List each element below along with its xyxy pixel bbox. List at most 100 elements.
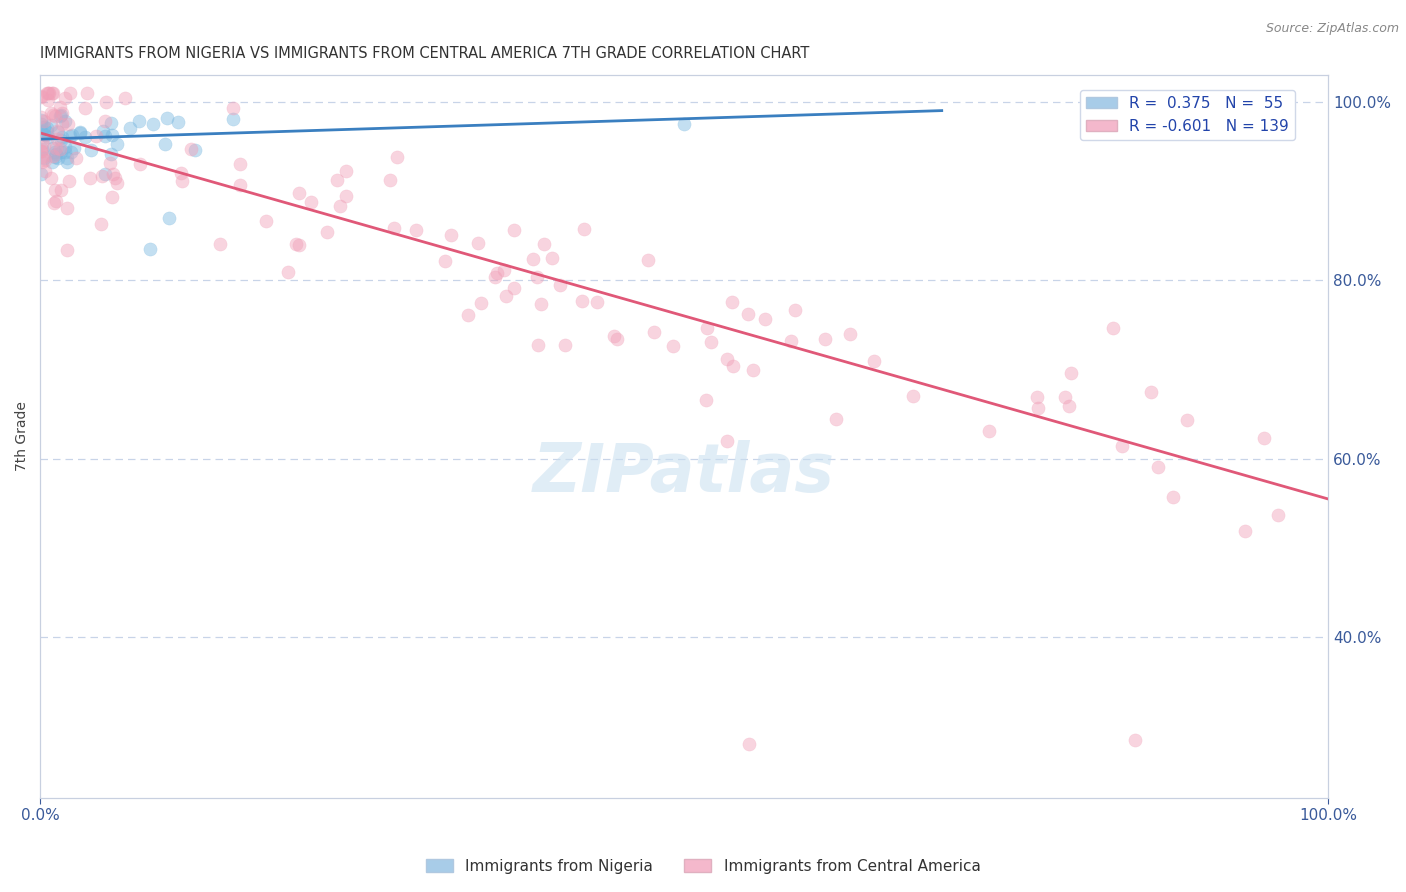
Point bbox=[662, 339, 685, 353]
Point bbox=[34, 153, 56, 168]
Point bbox=[439, 227, 461, 242]
Point bbox=[495, 289, 517, 303]
Point bbox=[138, 242, 160, 256]
Point bbox=[1026, 390, 1049, 404]
Point bbox=[53, 145, 76, 159]
Point bbox=[32, 120, 55, 134]
Point bbox=[434, 254, 457, 268]
Point bbox=[1026, 401, 1049, 415]
Point bbox=[58, 174, 80, 188]
Point bbox=[93, 167, 115, 181]
Point bbox=[222, 101, 245, 115]
Point bbox=[93, 128, 115, 143]
Point bbox=[30, 110, 52, 124]
Point bbox=[39, 106, 62, 120]
Point bbox=[31, 143, 53, 157]
Point bbox=[540, 251, 562, 265]
Point bbox=[522, 252, 544, 266]
Point bbox=[526, 337, 548, 351]
Point bbox=[30, 89, 52, 103]
Point bbox=[79, 171, 101, 186]
Point bbox=[55, 202, 77, 216]
Point bbox=[101, 189, 124, 203]
Point bbox=[49, 108, 72, 122]
Point bbox=[502, 222, 524, 236]
Point bbox=[49, 109, 72, 123]
Point bbox=[155, 137, 177, 152]
Point bbox=[63, 141, 86, 155]
Point bbox=[741, 362, 763, 376]
Point bbox=[533, 237, 555, 252]
Point bbox=[1060, 366, 1083, 380]
Point bbox=[700, 335, 723, 350]
Point bbox=[1253, 431, 1275, 445]
Point bbox=[48, 100, 70, 114]
Point bbox=[44, 145, 66, 159]
Point bbox=[91, 169, 114, 184]
Point bbox=[37, 121, 59, 136]
Point bbox=[737, 738, 759, 752]
Point bbox=[103, 170, 125, 185]
Point bbox=[32, 151, 55, 165]
Point bbox=[254, 214, 277, 228]
Point bbox=[31, 150, 53, 164]
Point bbox=[486, 266, 509, 280]
Point bbox=[60, 145, 83, 159]
Point bbox=[30, 167, 52, 181]
Point bbox=[30, 113, 52, 128]
Point bbox=[34, 128, 56, 143]
Point bbox=[93, 114, 115, 128]
Point bbox=[229, 157, 252, 171]
Point bbox=[75, 129, 97, 144]
Point bbox=[716, 434, 738, 448]
Point bbox=[901, 389, 924, 403]
Point bbox=[30, 117, 52, 131]
Point bbox=[180, 142, 202, 156]
Point bbox=[825, 412, 848, 426]
Point bbox=[35, 125, 58, 139]
Point bbox=[46, 125, 69, 139]
Point bbox=[335, 189, 357, 203]
Point bbox=[695, 393, 717, 408]
Point bbox=[723, 359, 745, 373]
Point bbox=[34, 163, 56, 178]
Point bbox=[37, 129, 59, 144]
Point bbox=[49, 142, 72, 156]
Point bbox=[1111, 439, 1133, 453]
Point bbox=[73, 101, 96, 115]
Text: Source: ZipAtlas.com: Source: ZipAtlas.com bbox=[1265, 22, 1399, 36]
Point bbox=[101, 128, 124, 142]
Point bbox=[277, 265, 299, 279]
Point bbox=[1234, 524, 1257, 538]
Point bbox=[55, 140, 77, 154]
Point bbox=[326, 173, 349, 187]
Point bbox=[56, 243, 79, 257]
Point bbox=[606, 332, 628, 346]
Point bbox=[470, 296, 492, 310]
Point bbox=[32, 138, 55, 153]
Point bbox=[157, 211, 180, 225]
Point bbox=[1059, 400, 1081, 414]
Point bbox=[44, 141, 66, 155]
Point bbox=[1054, 390, 1077, 404]
Point bbox=[39, 171, 62, 186]
Point bbox=[84, 129, 107, 144]
Point bbox=[183, 143, 205, 157]
Point bbox=[120, 121, 142, 136]
Point bbox=[839, 326, 862, 341]
Point bbox=[39, 118, 62, 132]
Point bbox=[696, 321, 718, 335]
Point bbox=[76, 86, 98, 100]
Point bbox=[53, 113, 76, 128]
Point bbox=[46, 152, 69, 166]
Point bbox=[90, 217, 112, 231]
Point bbox=[45, 132, 67, 146]
Point bbox=[637, 252, 659, 267]
Point bbox=[44, 196, 66, 211]
Point bbox=[31, 136, 53, 150]
Point bbox=[643, 326, 665, 340]
Point bbox=[467, 235, 489, 250]
Point bbox=[45, 124, 67, 138]
Point bbox=[170, 166, 193, 180]
Point bbox=[720, 295, 742, 310]
